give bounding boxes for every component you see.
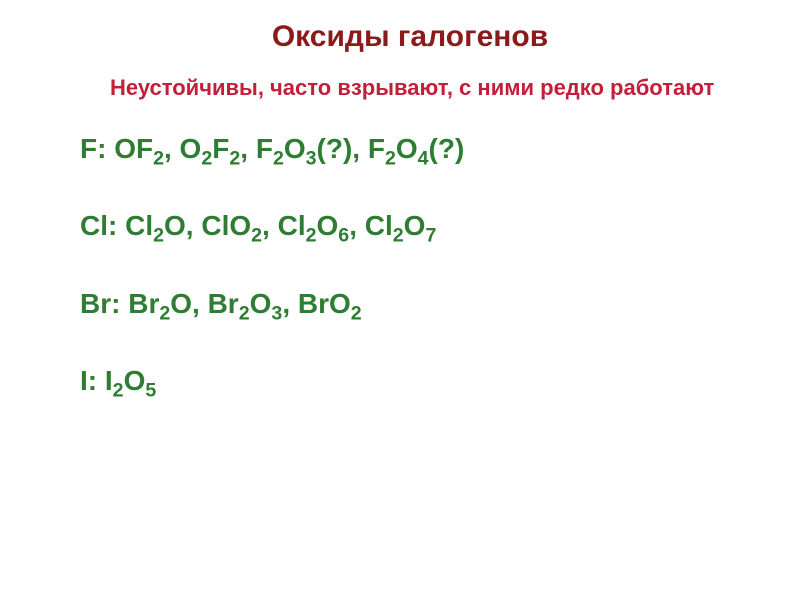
formula-line-1: Cl: Cl2O, ClO2, Cl2O6, Cl2O7: [80, 210, 740, 248]
formula-list: F: OF2, O2F2, F2O3(?), F2O4(?) Cl: Cl2O, …: [80, 133, 740, 403]
page-title: Оксиды галогенов: [80, 20, 740, 54]
subtitle: Неустойчивы, часто взрывают, с ними редк…: [80, 74, 740, 103]
formula-line-2: Br: Br2O, Br2O3, BrO2: [80, 288, 740, 326]
formula-line-0: F: OF2, O2F2, F2O3(?), F2O4(?): [80, 133, 740, 171]
formula-line-3: I: I2O5: [80, 365, 740, 403]
